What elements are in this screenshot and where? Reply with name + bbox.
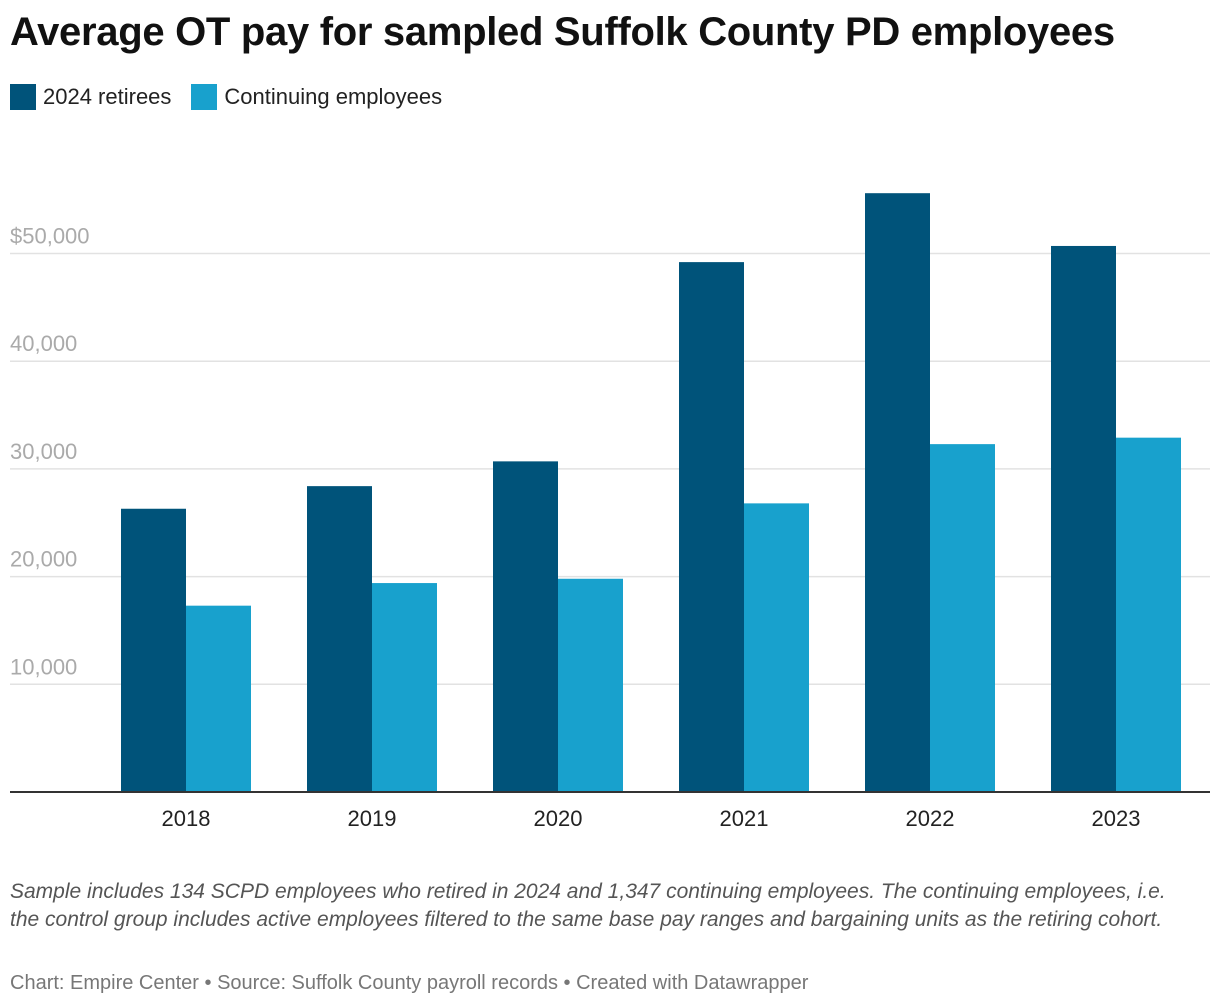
- chart-title: Average OT pay for sampled Suffolk Count…: [10, 10, 1115, 54]
- y-tick-label: 30,000: [10, 439, 77, 464]
- legend: 2024 retirees Continuing employees: [10, 84, 442, 110]
- x-tick-label: 2020: [534, 806, 583, 831]
- x-tick-label: 2018: [162, 806, 211, 831]
- bar-continuing-2023: [1116, 437, 1181, 792]
- bar-continuing-2018: [186, 605, 251, 792]
- bar-continuing-2021: [744, 503, 809, 792]
- legend-item-continuing: Continuing employees: [191, 84, 442, 110]
- chart-notes: Sample includes 134 SCPD employees who r…: [10, 880, 1166, 931]
- bars: [121, 193, 1181, 793]
- bar-retirees-2023: [1051, 245, 1116, 792]
- legend-swatch-retirees: [10, 84, 36, 110]
- x-tick-label: 2022: [906, 806, 955, 831]
- bar-continuing-2020: [558, 578, 623, 792]
- x-tick-label: 2019: [348, 806, 397, 831]
- legend-swatch-continuing: [191, 84, 218, 110]
- bar-retirees-2022: [865, 193, 930, 793]
- y-tick-label: 10,000: [10, 654, 77, 679]
- legend-label-continuing: Continuing employees: [224, 84, 443, 109]
- bar-retirees-2018: [121, 508, 186, 792]
- y-tick-label: $50,000: [10, 224, 90, 249]
- x-tick-label: 2021: [720, 806, 769, 831]
- y-tick-label: 40,000: [10, 331, 77, 356]
- bar-retirees-2021: [679, 262, 744, 793]
- y-tick-label: 20,000: [10, 547, 77, 572]
- x-tick-label: 2023: [1092, 806, 1141, 831]
- bar-continuing-2019: [372, 583, 437, 792]
- y-axis-ticks: 10,000 20,000 30,000 40,000 $50,000: [10, 224, 90, 680]
- legend-item-retirees: 2024 retirees: [10, 84, 171, 110]
- bar-retirees-2020: [493, 461, 558, 792]
- x-axis-ticks: 2018 2019 2020 2021 2022 2023: [162, 806, 1141, 831]
- bar-continuing-2022: [930, 444, 995, 792]
- bar-chart: 10,000 20,000 30,000 40,000 $50,000 2018 2019…: [10, 193, 1210, 831]
- chart-credit: Chart: Empire Center • Source: Suffolk C…: [10, 972, 809, 994]
- bar-retirees-2019: [307, 486, 372, 792]
- legend-label-retirees: 2024 retirees: [43, 84, 172, 109]
